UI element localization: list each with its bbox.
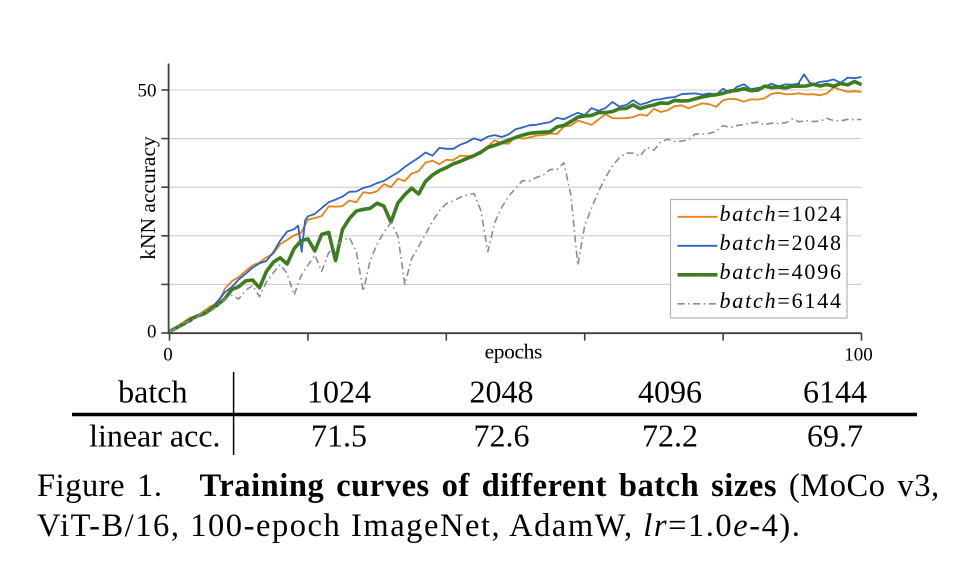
svg-text:batch=4096: batch=4096 (720, 259, 843, 284)
svg-text:71.5: 71.5 (311, 418, 367, 454)
svg-text:ViT-B/16, 100-epoch ImageNet,: ViT-B/16, 100-epoch ImageNet, AdamW, lr=… (37, 508, 801, 544)
svg-text:0: 0 (147, 322, 157, 343)
svg-text:batch: batch (118, 374, 187, 410)
svg-text:0: 0 (163, 345, 173, 366)
svg-text:6144: 6144 (803, 374, 867, 410)
svg-text:4096: 4096 (638, 374, 702, 410)
svg-text:batch=1024: batch=1024 (720, 201, 843, 226)
svg-text:2048: 2048 (470, 374, 534, 410)
svg-text:epochs: epochs (485, 339, 542, 363)
svg-text:1024: 1024 (307, 374, 371, 410)
svg-text:50: 50 (138, 80, 157, 101)
svg-text:linear acc.: linear acc. (89, 418, 220, 454)
svg-text:kNN accuracy: kNN accuracy (136, 136, 160, 260)
svg-text:batch=2048: batch=2048 (720, 230, 843, 255)
svg-text:72.2: 72.2 (642, 418, 698, 454)
svg-text:69.7: 69.7 (807, 418, 863, 454)
svg-text:100: 100 (844, 345, 873, 366)
svg-text:batch=6144: batch=6144 (720, 288, 843, 313)
svg-text:72.6: 72.6 (474, 418, 530, 454)
